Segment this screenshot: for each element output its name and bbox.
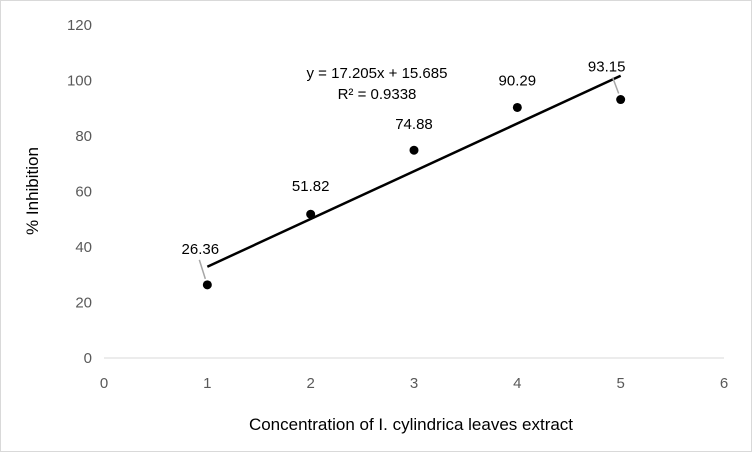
x-tick-label: 5 (616, 375, 624, 392)
data-label-leader-line (611, 77, 620, 94)
trendline (206, 74, 622, 268)
y-axis-title: % Inhibition (23, 147, 42, 235)
trendline-group (206, 74, 622, 268)
data-point (306, 209, 316, 219)
data-label: 93.15 (588, 59, 626, 76)
data-label: 26.36 (182, 241, 220, 258)
data-points (202, 95, 626, 290)
y-tick-label: 0 (84, 350, 92, 367)
y-tick-label: 60 (75, 184, 92, 201)
data-label: 74.88 (395, 116, 433, 133)
y-tick-label: 80 (75, 128, 92, 145)
data-label: 90.29 (499, 72, 537, 89)
trendline-r-squared: R² = 0.9338 (338, 86, 417, 103)
data-point (202, 280, 212, 290)
x-tick-label: 0 (100, 375, 108, 392)
y-tick-label: 100 (67, 73, 92, 90)
trendline-equation: y = 17.205x + 15.685 (307, 65, 448, 82)
y-tick-label: 40 (75, 239, 92, 256)
data-point (409, 145, 419, 155)
data-labels: 26.36 51.82 74.88 90.29 93.15 (182, 59, 626, 258)
x-axis-title: Concentration of I. cylindrica leaves ex… (249, 415, 573, 434)
data-label: 51.82 (292, 178, 330, 195)
y-tick-label: 120 (67, 17, 92, 34)
x-tick-label: 6 (720, 375, 728, 392)
x-tick-label: 4 (513, 375, 521, 392)
data-point (512, 102, 522, 112)
x-tick-label: 3 (410, 375, 418, 392)
y-tick-label: 20 (75, 295, 92, 312)
data-label-leader-line (198, 259, 207, 280)
label-leader-lines (198, 77, 620, 280)
x-tick-label: 1 (203, 375, 211, 392)
data-point (616, 95, 626, 105)
x-tick-label: 2 (306, 375, 314, 392)
